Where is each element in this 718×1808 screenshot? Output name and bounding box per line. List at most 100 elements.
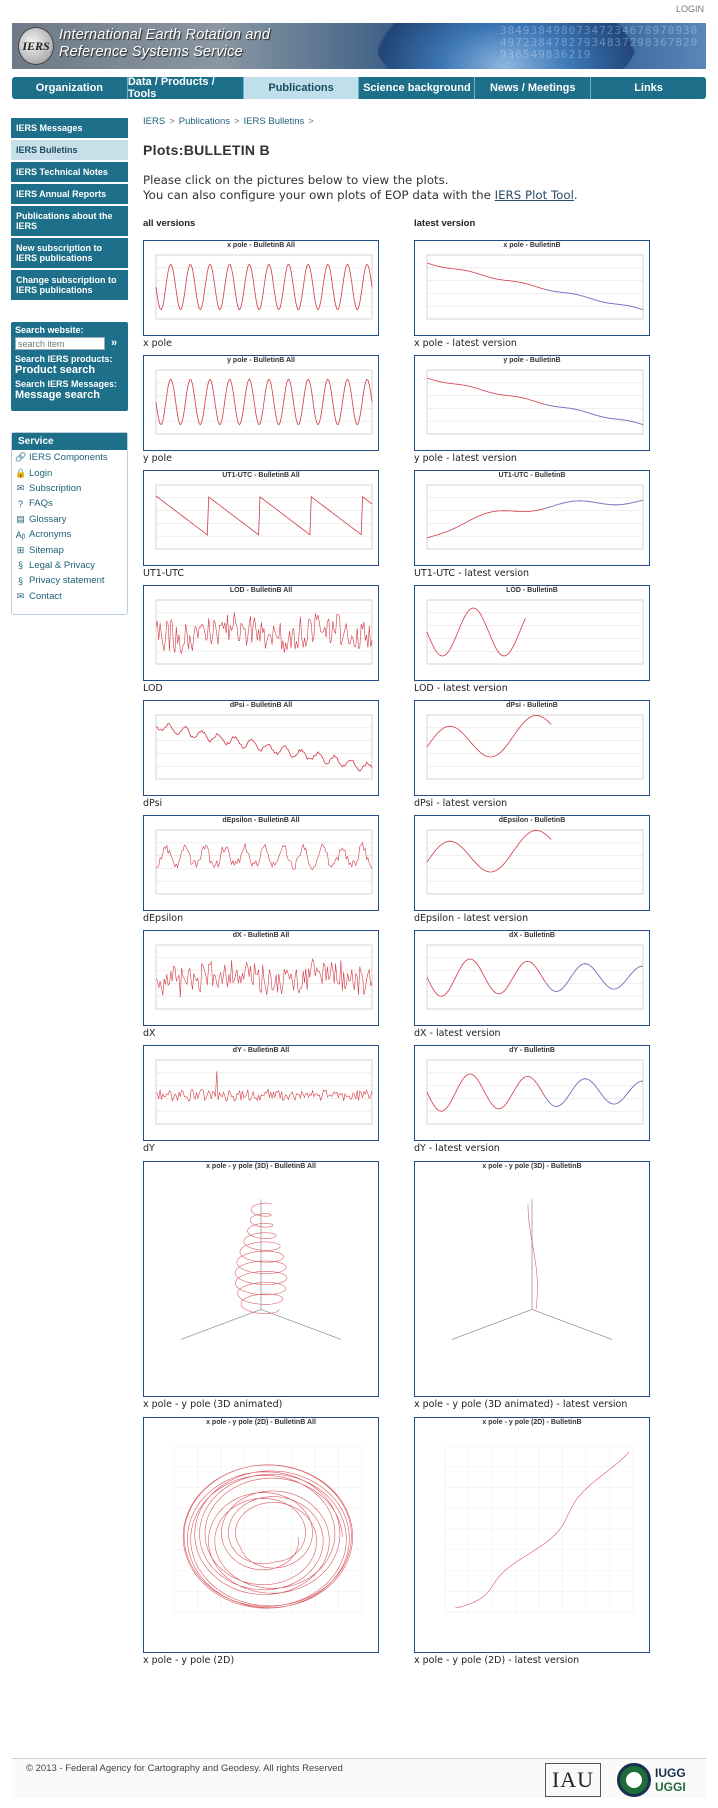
copyright-text: © 2013 - Federal Agency for Cartography … (26, 1763, 343, 1774)
main-nav: Organization Data / Products / Tools Pub… (12, 76, 706, 100)
breadcrumb-publications[interactable]: Publications (178, 116, 230, 127)
prediction-line (545, 963, 644, 992)
site-title[interactable]: International Earth Rotation and Referen… (59, 27, 270, 61)
plot-axes (155, 714, 373, 780)
plot-image (155, 484, 373, 550)
plot-image (426, 714, 644, 780)
series-line (155, 723, 373, 772)
plot-caption: dY (143, 1143, 155, 1154)
plot-caption: y pole - latest version (414, 453, 517, 464)
breadcrumb: IERS > Publications > IERS Bulletins > (143, 116, 314, 127)
plot-caption: x pole (143, 338, 172, 349)
plot-thumbnail[interactable]: x pole - BulletinB (414, 240, 650, 336)
site-title-line1: International Earth Rotation and (59, 27, 271, 43)
search-go-icon[interactable]: » (110, 337, 118, 349)
plot-title: y pole - BulletinB All (227, 357, 295, 364)
plot-thumbnail[interactable]: dY - BulletinB (414, 1045, 650, 1141)
search-website-label: Search website: (15, 325, 84, 335)
search-input[interactable] (15, 337, 105, 350)
plot-thumbnail[interactable]: UT1-UTC - BulletinB All (143, 470, 379, 566)
nav-links[interactable]: Links (634, 82, 663, 94)
nav-organization[interactable]: Organization (12, 77, 128, 99)
plot-caption: y pole (143, 453, 172, 464)
plot-image (155, 829, 373, 895)
plot-thumbnail[interactable]: dX - BulletinB (414, 930, 650, 1026)
sidebar-item-change-subscription[interactable]: Change subscription to IERS publications (11, 270, 128, 300)
message-search-link[interactable]: Message search (15, 389, 100, 401)
search-products-label: Search IERS products: (15, 354, 113, 364)
plot-thumbnail[interactable]: dEpsilon - BulletinB (414, 815, 650, 911)
plot-image (426, 484, 644, 550)
breadcrumb-iers-bulletins[interactable]: IERS Bulletins (243, 116, 305, 127)
service-item-contact[interactable]: ✉ Contact (12, 589, 127, 604)
sidebar-item-technical-notes[interactable]: IERS Technical Notes (11, 162, 128, 182)
intro-line1: Please click on the pictures below to vi… (143, 173, 449, 187)
service-item-sitemap[interactable]: ⊞ Sitemap (12, 542, 127, 557)
page-title: Plots:BULLETIN B (143, 142, 270, 158)
intro-text: Please click on the pictures below to vi… (143, 173, 578, 203)
plot-thumbnail[interactable]: y pole - BulletinB (414, 355, 650, 451)
login-link[interactable]: LOGIN (675, 4, 704, 14)
axis-3d (451, 1309, 533, 1340)
plot-thumbnail[interactable]: dY - BulletinB All (143, 1045, 379, 1141)
footer: © 2013 - Federal Agency for Cartography … (12, 1758, 706, 1798)
plot-thumbnail[interactable]: UT1-UTC - BulletinB (414, 470, 650, 566)
plot-image (155, 254, 373, 320)
iugg-logo[interactable]: IUGG UGGI (617, 1763, 699, 1797)
plot-caption: dEpsilon (143, 913, 184, 924)
plot-caption: UT1-UTC - latest version (414, 568, 530, 579)
plot-thumbnail[interactable]: x pole - y pole (2D) - BulletinB (414, 1417, 650, 1653)
plot-thumbnail[interactable]: dPsi - BulletinB All (143, 700, 379, 796)
plot-title: UT1-UTC - BulletinB All (222, 472, 300, 479)
service-item-iers-components[interactable]: 🔗 IERS Components (12, 450, 127, 465)
iers-plot-tool-link[interactable]: IERS Plot Tool (494, 188, 574, 202)
plot-axes (155, 829, 373, 895)
sidebar-item-new-subscription[interactable]: New subscription to IERS publications (11, 238, 128, 268)
plot-title: dEpsilon - BulletinB (498, 817, 566, 824)
plot-thumbnail[interactable]: x pole - y pole (3D) - BulletinB (414, 1161, 650, 1397)
service-item-glossary[interactable]: ▤ Glossary (12, 512, 127, 527)
plot-axes (426, 829, 644, 895)
plot-axes (426, 1059, 644, 1125)
nav-news-meetings[interactable]: News / Meetings (475, 77, 592, 99)
nav-data-products-tools[interactable]: Data / Products / Tools (128, 76, 244, 100)
service-icon: § (17, 575, 23, 586)
plot-thumbnail[interactable]: LOD - BulletinB All (143, 585, 379, 681)
earth-image (376, 23, 636, 69)
sidebar-item-publications-about[interactable]: Publications about the IERS (11, 206, 128, 236)
service-item-faqs[interactable]: ? FAQs (12, 496, 127, 511)
nav-science-background[interactable]: Science background (359, 77, 476, 99)
plot-thumbnail[interactable]: dEpsilon - BulletinB All (143, 815, 379, 911)
plot-thumbnail[interactable]: x pole - BulletinB All (143, 240, 379, 336)
product-search-link[interactable]: Product search (15, 364, 96, 376)
sidebar-item-iers-messages[interactable]: IERS Messages (11, 118, 128, 138)
service-item-login[interactable]: 🔒 Login (12, 465, 127, 480)
service-icon: ✉ (16, 482, 25, 493)
polar-motion-curve (182, 1464, 354, 1609)
series-line (155, 495, 373, 536)
sidebar-item-annual-reports[interactable]: IERS Annual Reports (11, 184, 128, 204)
service-item-acronyms[interactable]: Aᵦ Acronyms (12, 527, 127, 542)
service-item-legal-privacy[interactable]: § Legal & Privacy (12, 558, 127, 573)
iugg-globe-icon (617, 1763, 651, 1797)
series-line (155, 612, 373, 654)
nav-publications[interactable]: Publications (243, 77, 360, 99)
series-line (426, 714, 552, 758)
plot-thumbnail[interactable]: x pole - y pole (2D) - BulletinB All (143, 1417, 379, 1653)
plot-thumbnail[interactable]: dPsi - BulletinB (414, 700, 650, 796)
service-item-label: Acronyms (29, 529, 72, 541)
plot-thumbnail[interactable]: dX - BulletinB All (143, 930, 379, 1026)
breadcrumb-sep: > (169, 116, 175, 127)
iers-logo[interactable]: IERS (18, 27, 54, 65)
sidebar-item-iers-bulletins[interactable]: IERS Bulletins (11, 140, 128, 160)
plot-thumbnail[interactable]: x pole - y pole (3D) - BulletinB All (143, 1161, 379, 1397)
plot-image (155, 714, 373, 780)
plot-thumbnail[interactable]: LOD - BulletinB (414, 585, 650, 681)
iau-logo[interactable]: IAU (545, 1763, 601, 1797)
breadcrumb-iers[interactable]: IERS (143, 116, 166, 127)
plot-thumbnail[interactable]: y pole - BulletinB All (143, 355, 379, 451)
service-item-privacy-statement[interactable]: § Privacy statement (12, 573, 127, 588)
plot-title: dX - BulletinB (509, 932, 555, 939)
service-item-subscription[interactable]: ✉ Subscription (12, 481, 127, 496)
plot-axes (426, 714, 644, 780)
